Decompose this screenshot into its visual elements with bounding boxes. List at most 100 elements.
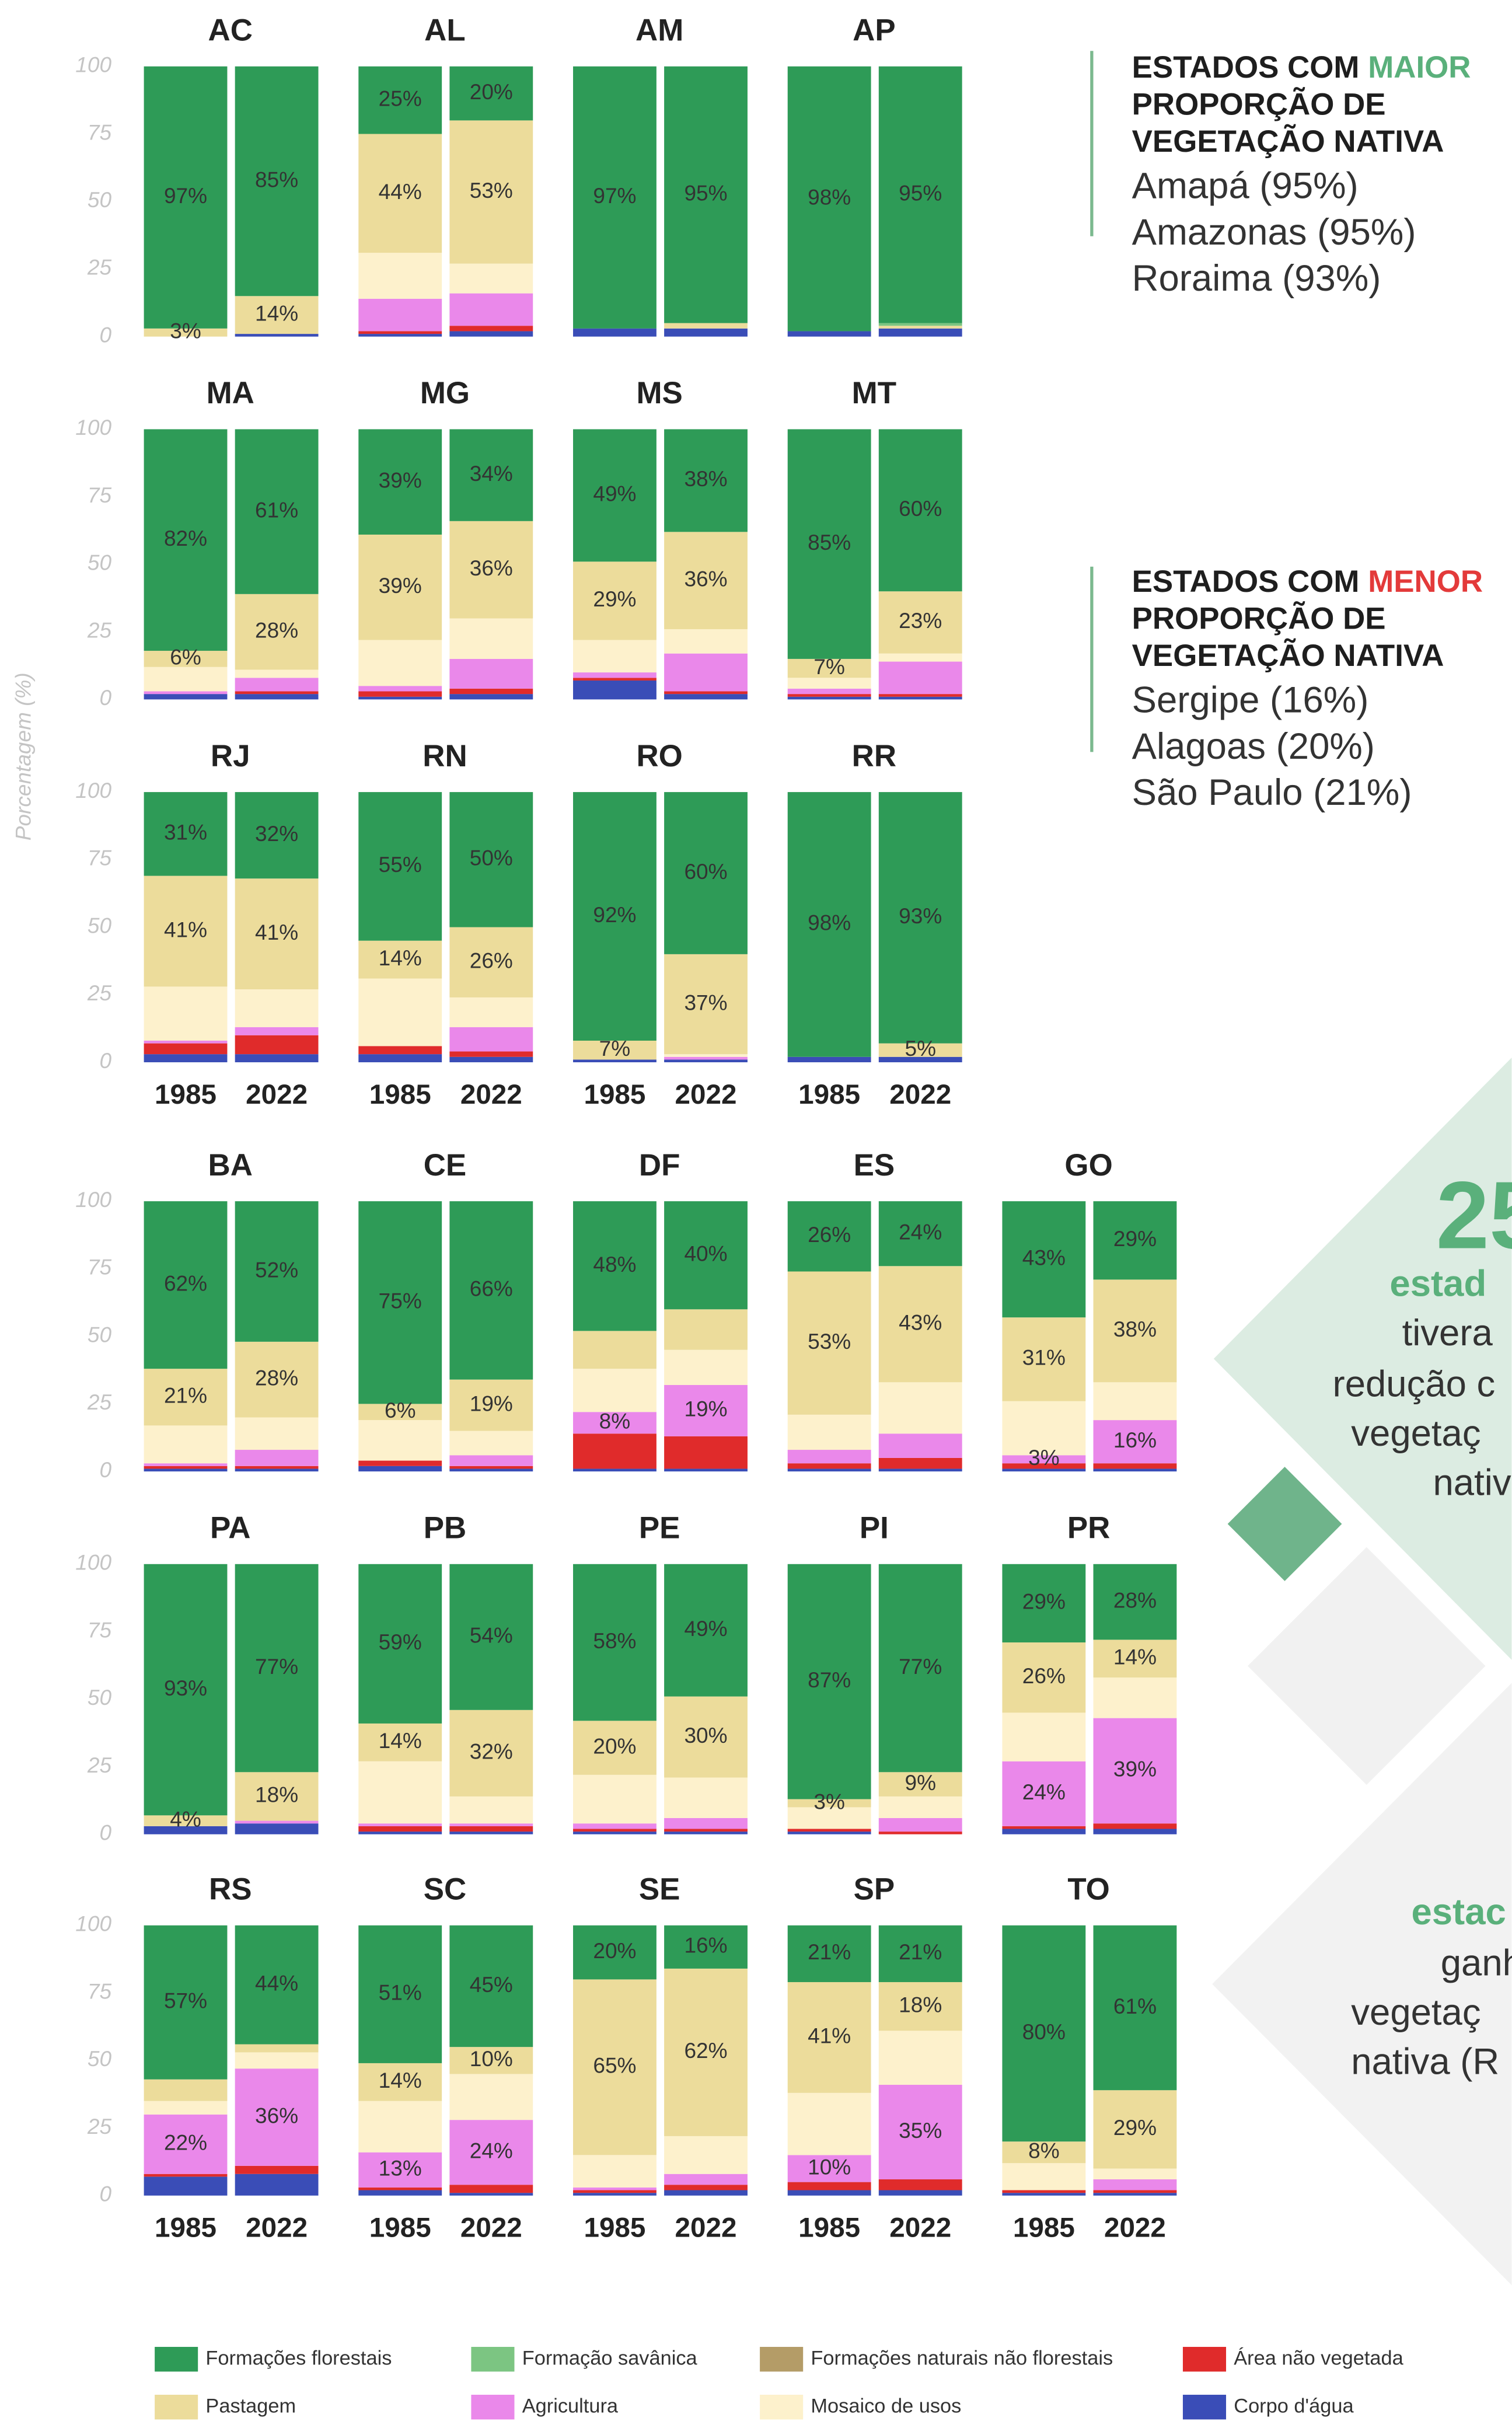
bar-segment: [449, 120, 533, 264]
bar-segment: [449, 1823, 533, 1826]
bar-segment: [1002, 1642, 1086, 1713]
panel-title: RR: [852, 739, 896, 773]
bar-segment: [144, 986, 228, 1041]
legend-label: Área não vegetada: [1234, 2346, 1403, 2369]
panel-title: RN: [422, 739, 467, 773]
bar-segment: [235, 669, 319, 678]
data-label: 44%: [255, 1970, 298, 1995]
bar-segment: [235, 1417, 319, 1450]
data-label: 93%: [899, 903, 942, 928]
bar-segment: [449, 1379, 533, 1431]
bar-segment: [664, 1829, 748, 1832]
highlight-item: Sergipe (16%): [1132, 679, 1369, 720]
bar-segment: [573, 672, 657, 678]
data-label: 26%: [1022, 1663, 1066, 1688]
bar-segment: [449, 694, 533, 700]
y-tick-label: 25: [87, 255, 112, 280]
bar-segment: [358, 1826, 442, 1832]
bar-segment: [449, 1056, 533, 1063]
bar-segment: [1002, 1564, 1086, 1643]
highlight-item: Amapá (95%): [1132, 166, 1359, 207]
x-tick-label: 1985: [1013, 2213, 1075, 2244]
data-label: 4%: [170, 1806, 201, 1831]
bar-segment: [573, 1832, 657, 1834]
bar-segment: [358, 429, 442, 535]
bar-segment: [144, 2176, 228, 2196]
bar-segment: [358, 940, 442, 979]
bar-segment: [573, 1331, 657, 1369]
bar-segment: [144, 792, 228, 876]
x-tick-label: 2022: [460, 2213, 522, 2244]
data-label: 45%: [470, 1972, 513, 1997]
bar-segment: [573, 561, 657, 640]
bar-segment: [449, 1710, 533, 1796]
highlight-heading: VEGETAÇÃO NATIVA: [1132, 638, 1444, 673]
bar-segment: [878, 1201, 962, 1267]
bar-segment: [235, 1925, 319, 2045]
y-tick-label: 50: [88, 550, 112, 575]
bar-segment: [144, 2174, 228, 2177]
bar-segment: [787, 678, 871, 689]
y-tick-label: 75: [88, 1255, 112, 1279]
data-label: 85%: [808, 530, 851, 554]
bar-segment: [358, 1761, 442, 1824]
bar-segment: [573, 1201, 657, 1331]
callout-text: tivera: [1402, 1313, 1493, 1353]
bar-segment: [787, 688, 871, 695]
bar-segment: [449, 521, 533, 619]
panel-title: CE: [424, 1148, 466, 1182]
callout-number: 25: [1436, 1161, 1512, 1268]
data-label: 24%: [470, 2138, 513, 2162]
y-tick-label: 100: [75, 1187, 111, 1212]
legend-swatch: [471, 2347, 515, 2372]
bar-segment: [664, 694, 748, 700]
bar-segment: [787, 1832, 871, 1834]
bar-segment: [1093, 1925, 1177, 2091]
callout-text: vegetaç: [1351, 1413, 1480, 1454]
data-label: 28%: [1113, 1588, 1157, 1612]
bar-segment: [787, 792, 871, 1057]
data-label: 10%: [470, 2046, 513, 2071]
data-label: 54%: [470, 1623, 513, 1648]
y-tick-label: 100: [75, 778, 111, 803]
x-tick-label: 1985: [155, 2213, 217, 2244]
data-label: 21%: [808, 1939, 851, 1964]
legend-label: Formações naturais não florestais: [811, 2347, 1113, 2369]
bar-segment: [235, 1823, 319, 1834]
bar-segment: [1093, 2193, 1177, 2196]
bar-segment: [358, 686, 442, 692]
bar-segment: [664, 792, 748, 954]
bar-segment: [573, 1774, 657, 1824]
bar-segment: [358, 2190, 442, 2196]
y-tick-label: 75: [88, 1617, 112, 1642]
data-label: 35%: [899, 2118, 942, 2143]
bar-segment: [878, 1382, 962, 1434]
data-label: 24%: [899, 1219, 942, 1244]
bar-segment: [1093, 1279, 1177, 1383]
data-label: 26%: [470, 948, 513, 973]
x-tick-label: 1985: [369, 1079, 431, 1110]
bar-segment: [144, 667, 228, 692]
data-label: 60%: [684, 859, 727, 884]
bar-segment: [573, 1925, 657, 1980]
data-label: 29%: [1113, 2115, 1157, 2140]
bar-segment: [449, 1201, 533, 1380]
bar-segment: [878, 2084, 962, 2179]
bar-segment: [1093, 2179, 1177, 2190]
y-tick-label: 0: [99, 2182, 111, 2206]
bar-segment: [144, 1043, 228, 1055]
bar-segment: [358, 1564, 442, 1724]
heading-key: MENOR: [1368, 564, 1483, 599]
bar-segment: [449, 331, 533, 337]
bar-segment: [1002, 1463, 1086, 1469]
bar-segment: [449, 1796, 533, 1824]
panel-title: PE: [639, 1511, 680, 1546]
data-label: 16%: [684, 1933, 727, 1958]
bar-segment: [573, 2190, 657, 2193]
bar-segment: [878, 1982, 962, 2031]
bar-segment: [787, 1463, 871, 1469]
bar-segment: [1002, 1829, 1086, 1834]
bar-segment: [358, 1054, 442, 1063]
bar-segment: [235, 1201, 319, 1342]
